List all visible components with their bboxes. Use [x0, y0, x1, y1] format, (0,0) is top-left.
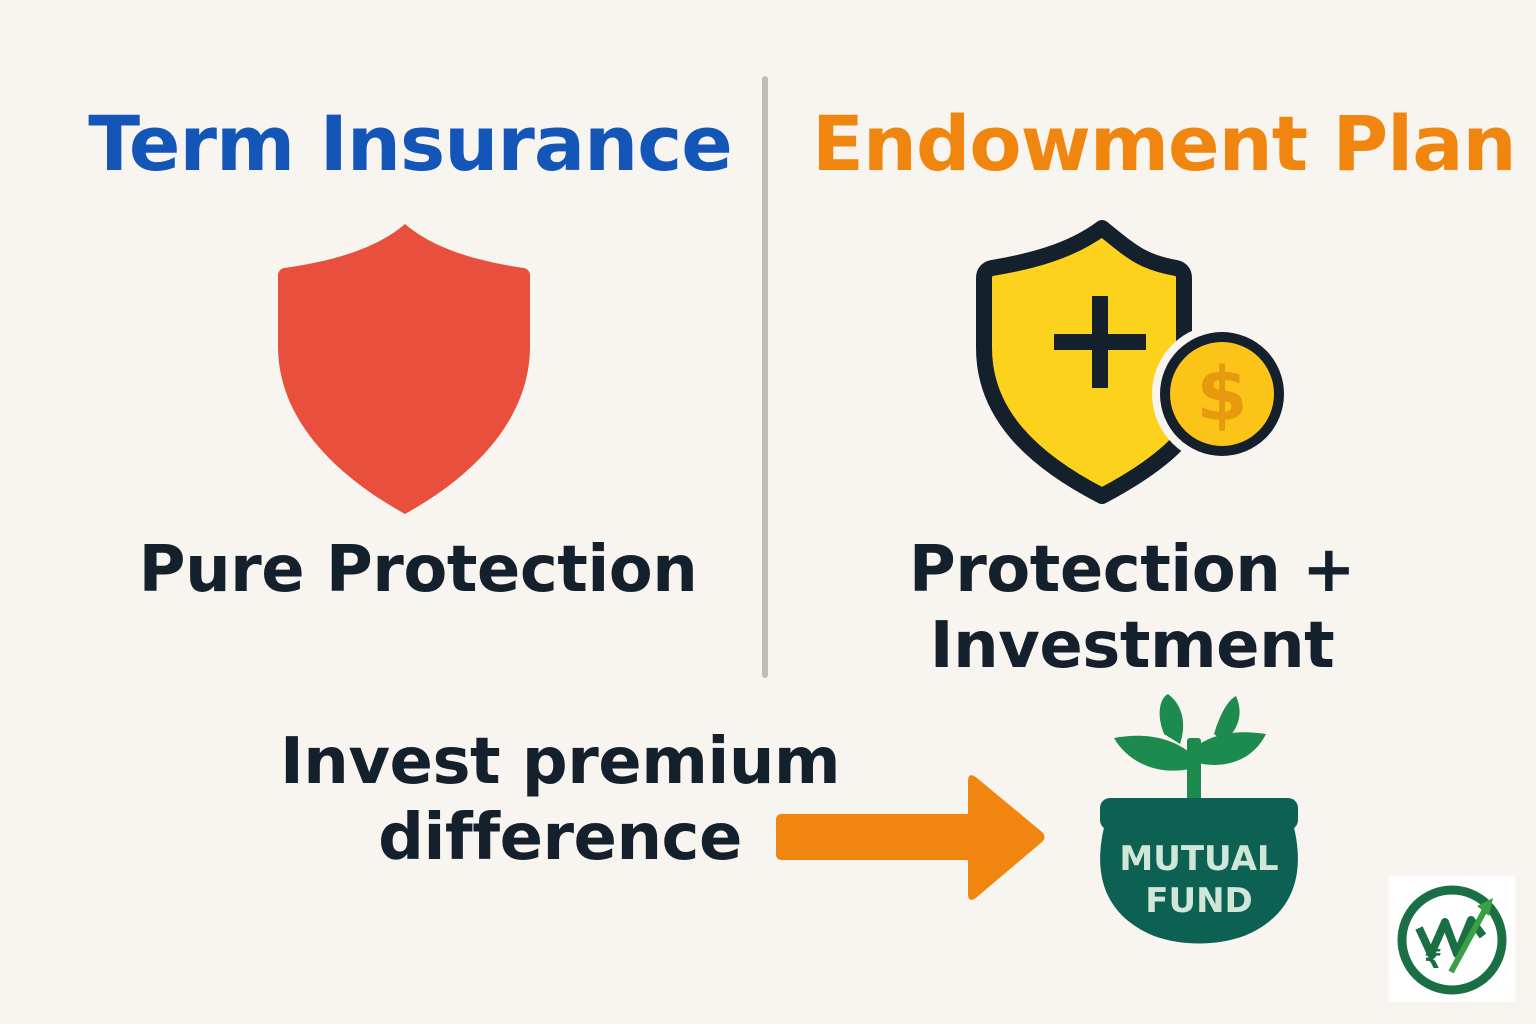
- money-pot-plant-icon: MUTUAL FUND: [1100, 694, 1298, 944]
- caption-line-2: Investment: [929, 609, 1335, 683]
- brand-logo-icon: ₹: [1397, 885, 1507, 995]
- brand-logo: ₹: [1389, 876, 1515, 1002]
- pot-label-line-1: MUTUAL: [1119, 839, 1278, 879]
- arrow-right-icon: [776, 775, 1045, 900]
- plant-icon: [1114, 694, 1266, 806]
- term-insurance-title: Term Insurance: [88, 99, 733, 188]
- endowment-plan-title: Endowment Plan: [812, 99, 1517, 188]
- pure-protection-label: Pure Protection: [138, 533, 698, 607]
- rupee-symbol: ₹: [1424, 945, 1442, 975]
- dollar-symbol: $: [1196, 352, 1248, 438]
- invest-premium-difference-label: Invest premium difference: [200, 724, 920, 876]
- caption-line-1: Protection +: [908, 533, 1356, 607]
- shield-plus-coin-icon: $: [976, 220, 1292, 504]
- caption-line-2: difference: [378, 801, 742, 875]
- coin-icon: $: [1152, 324, 1292, 464]
- caption-line-1: Invest premium: [279, 725, 841, 799]
- pot-label-line-2: FUND: [1145, 881, 1253, 921]
- column-divider: [762, 76, 768, 678]
- shield-icon: [277, 224, 531, 514]
- plus-icon: [1054, 296, 1146, 388]
- protection-investment-label: Protection + Investment: [832, 532, 1432, 684]
